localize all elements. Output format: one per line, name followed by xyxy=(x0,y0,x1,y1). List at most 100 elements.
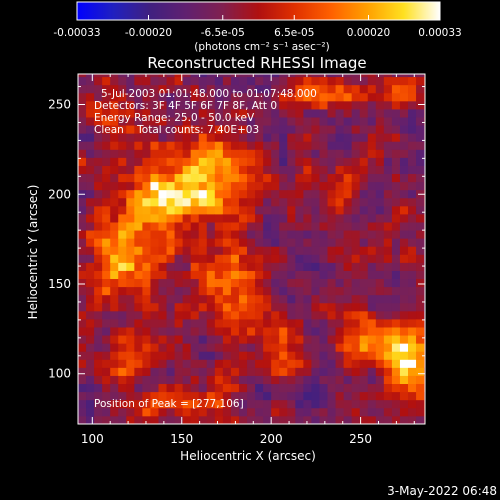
heatmap-cell xyxy=(287,270,296,280)
heatmap-cell xyxy=(287,319,296,328)
heatmap-cell xyxy=(416,141,425,150)
heatmap-cell xyxy=(335,165,345,175)
heatmap-cell xyxy=(408,84,417,94)
heatmap-cell xyxy=(142,310,151,320)
heatmap-cell xyxy=(343,141,353,150)
heatmap-cell xyxy=(150,189,159,199)
heatmap-cell xyxy=(222,117,232,126)
heatmap-cell xyxy=(416,117,425,126)
heatmap-cell xyxy=(335,189,345,199)
heatmap-cell xyxy=(94,407,103,417)
heatmap-cell xyxy=(206,399,216,409)
heatmap-cell xyxy=(367,157,377,166)
heatmap-cell xyxy=(78,74,87,78)
heatmap-cell xyxy=(335,294,345,304)
heatmap-cell xyxy=(319,76,328,86)
heatmap-cell xyxy=(247,367,256,376)
heatmap-cell xyxy=(126,74,135,78)
heatmap-cell xyxy=(279,214,288,223)
heatmap-cell xyxy=(399,222,409,231)
heatmap-cell xyxy=(214,302,224,312)
heatmap-cell xyxy=(311,359,320,368)
heatmap-cell xyxy=(263,141,272,150)
heatmap-cell xyxy=(134,214,143,223)
heatmap-cell xyxy=(174,109,184,118)
heatmap-cell xyxy=(94,270,103,280)
heatmap-cell xyxy=(206,407,216,417)
heatmap-cell xyxy=(142,399,151,409)
heatmap-cell xyxy=(118,391,127,401)
heatmap-cell xyxy=(214,294,224,304)
heatmap-cell xyxy=(222,84,232,94)
heatmap-cell xyxy=(343,157,353,166)
heatmap-cell xyxy=(375,399,385,409)
heatmap-cell xyxy=(351,189,361,199)
heatmap-cell xyxy=(94,222,103,231)
heatmap-cell xyxy=(287,359,296,368)
heatmap-cell xyxy=(190,197,200,207)
heatmap-cell xyxy=(134,100,143,110)
heatmap-cell xyxy=(335,286,345,296)
heatmap-cell xyxy=(399,74,409,78)
heatmap-cell xyxy=(150,270,159,280)
heatmap-cell xyxy=(399,214,409,223)
heatmap-cell xyxy=(335,262,345,271)
heatmap-cell xyxy=(198,415,208,424)
heatmap-cell xyxy=(158,351,167,360)
heatmap-cell xyxy=(375,141,385,150)
heatmap-cell xyxy=(126,181,135,191)
heatmap-cell xyxy=(359,76,369,86)
heatmap-cell xyxy=(263,189,272,199)
heatmap-cell xyxy=(110,141,119,150)
heatmap-cell xyxy=(222,399,232,409)
heatmap-cell xyxy=(94,335,103,344)
heatmap-cell xyxy=(351,343,361,352)
heatmap-cell xyxy=(375,407,385,417)
heatmap-cell xyxy=(271,335,280,344)
heatmap-cell xyxy=(279,157,288,166)
heatmap-cell xyxy=(174,399,184,409)
heatmap-cell xyxy=(158,214,167,223)
heatmap-cell xyxy=(134,125,143,134)
heatmap-cell xyxy=(174,230,184,239)
heatmap-cell xyxy=(94,157,103,166)
heatmap-cell xyxy=(375,375,385,385)
heatmap-cell xyxy=(158,109,167,118)
heatmap-cell xyxy=(78,230,87,239)
heatmap-cell xyxy=(255,125,264,134)
heatmap-cell xyxy=(238,117,248,126)
heatmap-cell xyxy=(351,270,361,280)
heatmap-cell xyxy=(279,100,288,110)
heatmap-cell xyxy=(118,343,127,352)
heatmap-cell xyxy=(359,230,369,239)
heatmap-cell xyxy=(126,173,135,183)
heatmap-cell xyxy=(86,319,95,328)
heatmap-cell xyxy=(311,399,320,409)
heatmap-cell xyxy=(126,109,135,118)
heatmap-cell xyxy=(311,149,320,158)
heatmap-cell xyxy=(263,133,272,142)
heatmap-cell xyxy=(166,359,175,368)
heatmap-cell xyxy=(303,383,312,393)
heatmap-cell xyxy=(295,76,304,86)
heatmap-cell xyxy=(391,391,401,401)
heatmap-cell xyxy=(206,383,216,393)
heatmap-cell xyxy=(78,84,87,94)
heatmap-cell xyxy=(271,74,280,78)
heatmap-cell xyxy=(166,117,175,126)
heatmap-cell xyxy=(279,262,288,271)
heatmap-cell xyxy=(416,173,425,183)
heatmap-cell xyxy=(238,319,248,328)
heatmap-cell xyxy=(166,310,175,320)
heatmap-cell xyxy=(247,399,256,409)
heatmap-cell xyxy=(351,74,361,78)
heatmap-cell xyxy=(351,100,361,110)
heatmap-cell xyxy=(343,327,353,336)
heatmap-cell xyxy=(118,109,127,118)
heatmap-cell xyxy=(182,254,192,263)
heatmap-cell xyxy=(222,165,232,175)
heatmap-cell xyxy=(214,74,224,78)
heatmap-cell xyxy=(158,246,167,255)
heatmap-cell xyxy=(408,399,417,409)
heatmap-cell xyxy=(78,92,87,102)
